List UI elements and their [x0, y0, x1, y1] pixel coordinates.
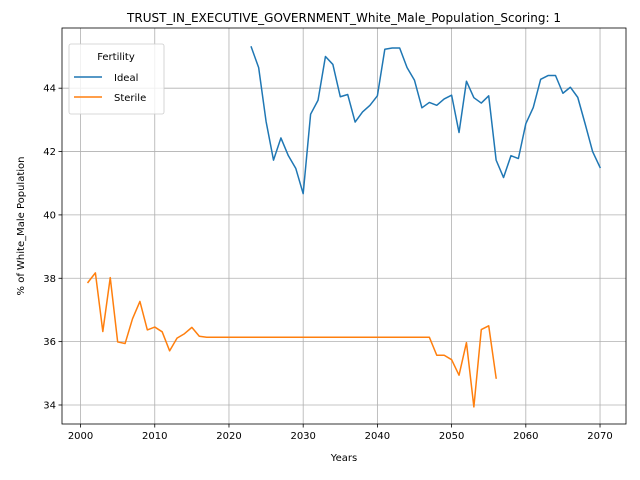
x-tick-label: 2050: [439, 431, 464, 442]
y-tick-label: 44: [43, 84, 56, 95]
chart-title: TRUST_IN_EXECUTIVE_GOVERNMENT_White_Male…: [126, 11, 561, 25]
y-tick-label: 38: [43, 274, 56, 285]
y-tick-label: 42: [43, 147, 56, 158]
y-tick-label: 34: [43, 400, 56, 411]
x-tick-label: 2020: [216, 431, 241, 442]
legend: Fertility Ideal Sterile: [68, 43, 165, 115]
x-tick-label: 2040: [365, 431, 390, 442]
x-tick-label: 2030: [290, 431, 315, 442]
y-tick-label: 36: [43, 337, 56, 348]
y-tick-label: 40: [43, 210, 56, 221]
series-line-ideal: [250, 46, 602, 195]
x-axis-label: Years: [330, 453, 357, 464]
x-tick-label: 2060: [513, 431, 538, 442]
x-tick-label: 2010: [142, 431, 167, 442]
axis-ticks: 2000 2010 2020 2030 2040 2050 2060 2070 34 36 38 40…: [43, 84, 612, 442]
grid: [62, 28, 626, 424]
x-tick-label: 2000: [68, 431, 93, 442]
x-tick-label: 2070: [587, 431, 612, 442]
series-lines: [86, 46, 602, 408]
series-line-sterile: [86, 272, 497, 408]
axes-frame: [61, 27, 627, 425]
legend-label-sterile: Sterile: [114, 93, 146, 104]
legend-label-ideal: Ideal: [114, 73, 138, 84]
y-axis-label: % of White_Male Population: [16, 157, 27, 296]
legend-title: Fertility: [97, 52, 135, 63]
